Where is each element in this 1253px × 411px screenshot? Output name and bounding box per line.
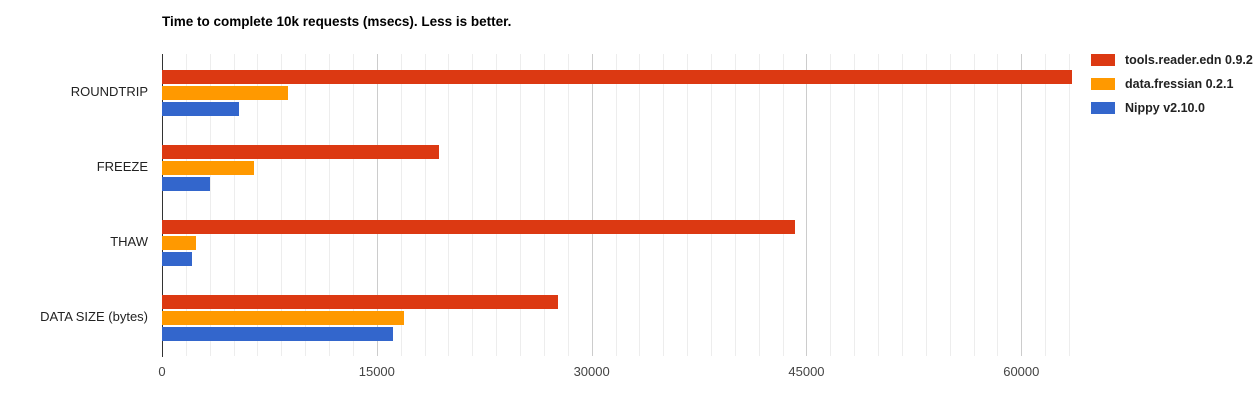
bar[interactable] xyxy=(162,295,559,309)
legend-item: tools.reader.edn 0.9.2 xyxy=(1091,53,1253,67)
chart-title: Time to complete 10k requests (msecs). L… xyxy=(162,14,512,29)
legend-label: Nippy v2.10.0 xyxy=(1125,101,1205,115)
bar-group xyxy=(162,129,1072,204)
x-axis-tick-label: 30000 xyxy=(573,364,610,379)
legend-swatch xyxy=(1091,102,1115,114)
bar[interactable] xyxy=(162,252,192,266)
minor-gridline xyxy=(329,54,331,356)
minor-gridline xyxy=(567,54,569,356)
x-axis-tick-label: 60000 xyxy=(1003,364,1040,379)
minor-gridline xyxy=(281,54,283,356)
category-label: THAW xyxy=(110,233,148,249)
minor-gridline xyxy=(496,54,498,356)
minor-gridline xyxy=(472,54,474,356)
bar-group xyxy=(162,54,1072,129)
bar[interactable] xyxy=(162,145,439,159)
x-axis-tick-label: 15000 xyxy=(358,364,395,379)
minor-gridline xyxy=(520,54,522,356)
minor-gridline xyxy=(209,54,211,356)
minor-gridline xyxy=(878,54,880,356)
x-axis-tick-label: 45000 xyxy=(788,364,825,379)
legend-label: tools.reader.edn 0.9.2 xyxy=(1125,53,1253,67)
bar[interactable] xyxy=(162,102,240,116)
major-gridline xyxy=(806,54,808,356)
minor-gridline xyxy=(424,54,426,356)
bar[interactable] xyxy=(162,161,254,175)
minor-gridline xyxy=(543,54,545,356)
bar[interactable] xyxy=(162,236,197,250)
minor-gridline xyxy=(758,54,760,356)
legend-item: data.fressian 0.2.1 xyxy=(1091,77,1253,91)
minor-gridline xyxy=(185,54,187,356)
minor-gridline xyxy=(925,54,927,356)
category-label: ROUNDTRIP xyxy=(70,83,148,99)
minor-gridline xyxy=(639,54,641,356)
legend-label: data.fressian 0.2.1 xyxy=(1125,77,1234,91)
legend-swatch xyxy=(1091,78,1115,90)
minor-gridline xyxy=(1069,54,1071,356)
bar[interactable] xyxy=(162,311,405,325)
major-gridline xyxy=(1021,54,1023,356)
major-gridline xyxy=(376,54,378,356)
minor-gridline xyxy=(615,54,617,356)
legend-swatch xyxy=(1091,54,1115,66)
category-label: FREEZE xyxy=(96,158,148,174)
minor-gridline xyxy=(257,54,259,356)
minor-gridline xyxy=(854,54,856,356)
axis-baseline xyxy=(162,54,163,357)
minor-gridline xyxy=(400,54,402,356)
bar[interactable] xyxy=(162,177,210,191)
minor-gridline xyxy=(949,54,951,356)
bar-group xyxy=(162,204,1072,279)
major-gridline xyxy=(591,54,593,356)
minor-gridline xyxy=(663,54,665,356)
bar[interactable] xyxy=(162,70,1072,84)
bar[interactable] xyxy=(162,86,289,100)
legend: tools.reader.edn 0.9.2 data.fressian 0.2.… xyxy=(1091,53,1253,126)
bar[interactable] xyxy=(162,220,796,234)
x-axis-tick-labels: 0 15000 30000 45000 60000 xyxy=(158,364,1072,380)
minor-gridline xyxy=(734,54,736,356)
category-label: DATA SIZE (bytes) xyxy=(40,308,148,324)
plot-area xyxy=(162,54,1072,357)
minor-gridline xyxy=(1045,54,1047,356)
x-axis-tick-label: 0 xyxy=(158,364,166,379)
minor-gridline xyxy=(352,54,354,356)
minor-gridline xyxy=(233,54,235,356)
minor-gridline xyxy=(305,54,307,356)
minor-gridline xyxy=(901,54,903,356)
minor-gridline xyxy=(448,54,450,356)
minor-gridline xyxy=(782,54,784,356)
category-axis-labels: ROUNDTRIP FREEZE THAW DATA SIZE (bytes) xyxy=(0,54,148,352)
minor-gridline xyxy=(830,54,832,356)
minor-gridline xyxy=(973,54,975,356)
minor-gridline xyxy=(710,54,712,356)
legend-item: Nippy v2.10.0 xyxy=(1091,101,1253,115)
minor-gridline xyxy=(687,54,689,356)
bar-group xyxy=(162,279,1072,354)
bar[interactable] xyxy=(162,327,393,341)
minor-gridline xyxy=(997,54,999,356)
